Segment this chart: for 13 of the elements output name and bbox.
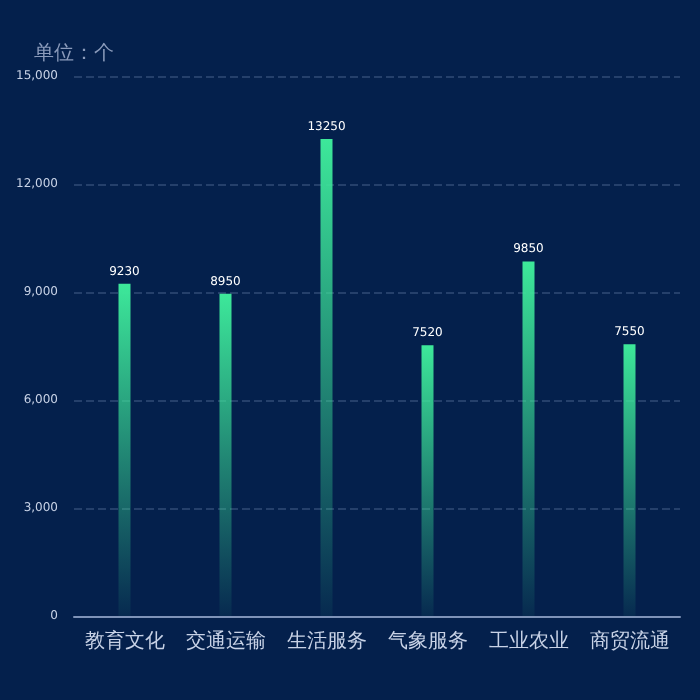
x-tick-label: 商贸流通 xyxy=(589,629,670,653)
x-tick-label: 气象服务 xyxy=(387,629,468,653)
bar xyxy=(421,345,434,616)
y-axis-title: 单位：个 xyxy=(34,41,114,65)
x-tick-label: 生活服务 xyxy=(286,629,367,653)
x-tick-label: 工业农业 xyxy=(488,629,569,653)
bar xyxy=(522,261,535,616)
bar xyxy=(219,293,232,616)
bar xyxy=(623,344,636,616)
x-tick-label: 教育文化 xyxy=(84,629,165,653)
bar xyxy=(320,139,333,616)
x-tick-label: 交通运输 xyxy=(185,629,266,653)
bar xyxy=(118,283,131,616)
